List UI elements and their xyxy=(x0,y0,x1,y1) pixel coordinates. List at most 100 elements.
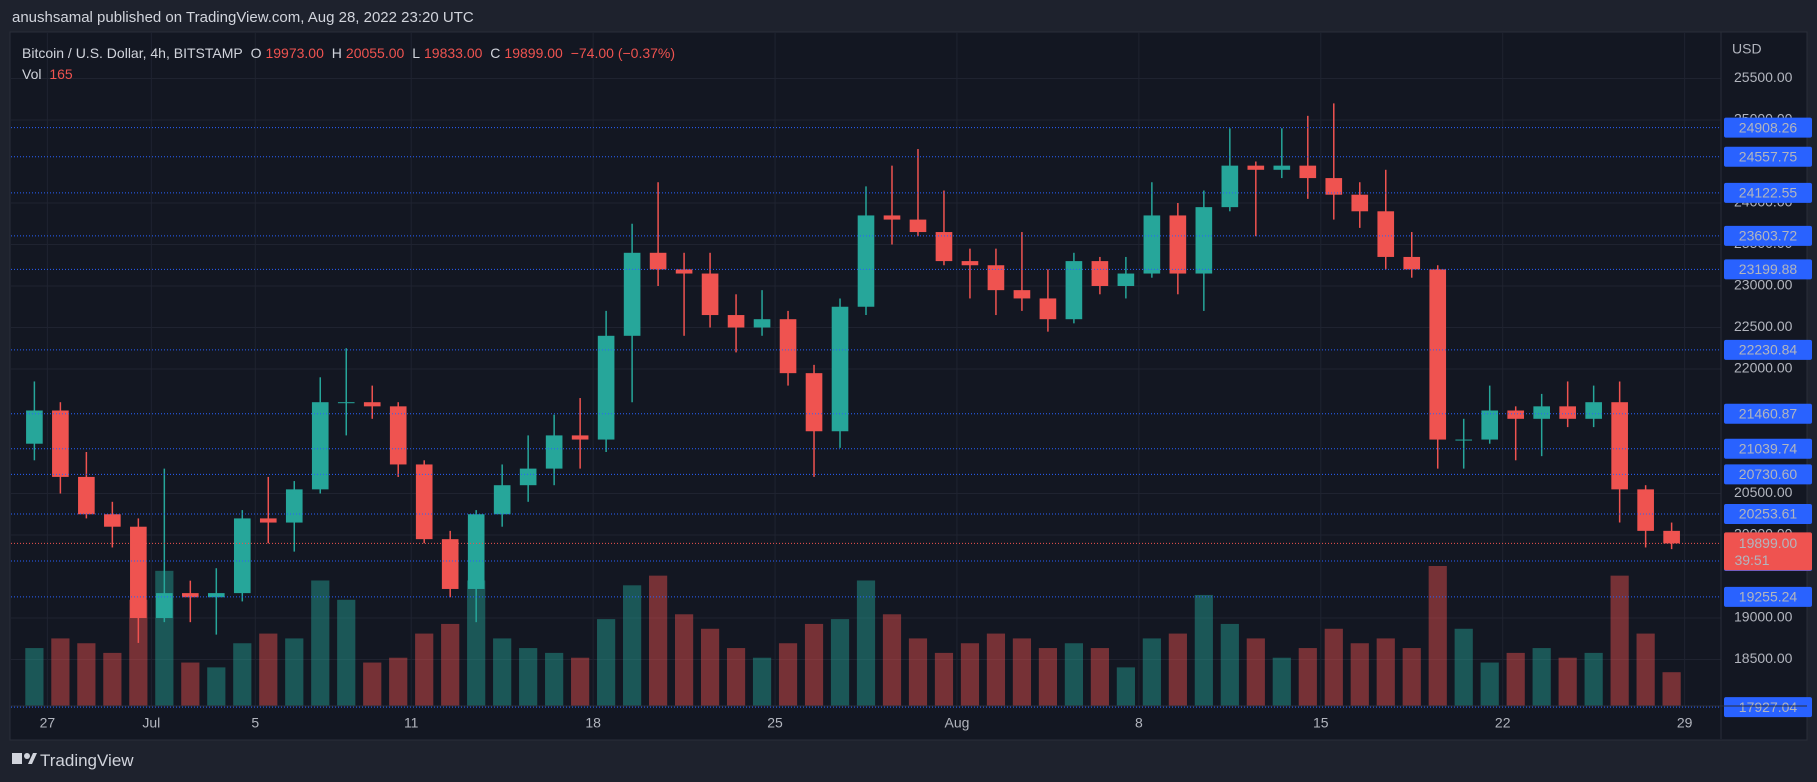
candle-body xyxy=(259,518,277,523)
candle-body xyxy=(857,215,875,307)
candle-body xyxy=(26,410,43,444)
candle-body xyxy=(779,319,797,374)
volume-bar xyxy=(1168,633,1187,706)
volume-bar xyxy=(441,623,460,706)
brand: TradingView xyxy=(40,751,134,770)
volume-bar xyxy=(415,633,434,706)
x-tick-label: 5 xyxy=(251,715,259,731)
candle-body xyxy=(1611,402,1628,490)
volume-bar xyxy=(908,638,928,706)
x-tick-label: Aug xyxy=(944,715,969,731)
volume-bar xyxy=(1246,638,1265,706)
legend: Bitcoin / U.S. Dollar, 4h, BITSTAMP O 199… xyxy=(22,43,679,85)
volume-bar xyxy=(1142,638,1161,706)
level-badge xyxy=(1724,146,1812,167)
ohlc-value: 19973.00 xyxy=(265,45,324,61)
candle-body xyxy=(623,252,641,336)
candle-body xyxy=(753,319,771,328)
candle-body xyxy=(1585,402,1602,419)
volume-bar xyxy=(882,614,902,706)
candle-body xyxy=(805,373,823,432)
candle-body xyxy=(156,593,173,619)
x-tick-label: 27 xyxy=(40,715,56,731)
volume-bar xyxy=(856,580,876,706)
candle-body xyxy=(1039,298,1057,320)
volume-bar xyxy=(545,652,564,706)
volume-bar xyxy=(1480,662,1499,706)
volume-bar xyxy=(233,643,252,706)
chart-bg xyxy=(9,31,1808,741)
y-tick-label: 22500.00 xyxy=(1734,318,1793,334)
legend-row: Vol 165 xyxy=(22,64,679,85)
volume-bar xyxy=(960,643,980,706)
candle-body xyxy=(675,269,693,274)
candle-body xyxy=(1663,530,1680,544)
candle-body xyxy=(961,261,979,266)
x-tick-label: 8 xyxy=(1135,715,1143,731)
candle-body xyxy=(363,402,381,407)
candle-body xyxy=(415,464,433,540)
ohlc-key: L xyxy=(412,45,420,61)
level-badge xyxy=(1724,586,1812,607)
candle-body xyxy=(389,406,407,465)
candle-body xyxy=(649,252,667,270)
candle-body xyxy=(311,402,329,490)
level-label: 24908.26 xyxy=(1739,119,1798,135)
volume-bar xyxy=(1636,633,1655,706)
symbol: Bitcoin / U.S. Dollar, 4h, BITSTAMP xyxy=(22,45,243,61)
volume-bar xyxy=(1662,672,1681,706)
candle-body xyxy=(441,539,459,589)
last-price-badge xyxy=(1724,532,1812,571)
volume-label: Vol xyxy=(22,66,42,82)
y-tick-label: 19000.00 xyxy=(1734,609,1793,625)
volume-bar xyxy=(1532,648,1551,706)
volume-bar xyxy=(1038,648,1058,706)
currency: USD xyxy=(1732,41,1762,57)
candle-body xyxy=(1403,256,1421,270)
volume-bar xyxy=(1012,638,1032,706)
ohlc-value: 20055.00 xyxy=(345,45,405,61)
x-tick-label: 25 xyxy=(767,715,783,731)
level-badge xyxy=(1724,117,1812,138)
volume-bar xyxy=(51,638,70,706)
candle-body xyxy=(1533,406,1550,419)
candle-body xyxy=(1143,215,1161,274)
y-tick-label: 23000.00 xyxy=(1734,277,1793,293)
candle-body xyxy=(493,485,511,515)
volume-bar xyxy=(1610,575,1629,706)
candle-body xyxy=(337,402,355,404)
candle-body xyxy=(1559,406,1576,419)
level-label: 17927.04 xyxy=(1739,699,1798,715)
y-tick-label: 22000.00 xyxy=(1734,360,1793,376)
candle-body xyxy=(1117,273,1135,286)
volume-bar xyxy=(363,662,382,706)
countdown: 39:51 xyxy=(1734,552,1769,568)
volume-bar xyxy=(25,648,44,706)
volume-bar xyxy=(1350,643,1369,706)
ohlc-key: C xyxy=(490,45,501,61)
volume-bar xyxy=(1454,628,1473,706)
level-label: 23603.72 xyxy=(1739,228,1798,244)
level-badge xyxy=(1724,503,1812,524)
last-price-label: 19899.00 xyxy=(1739,535,1798,551)
volume-bar xyxy=(1272,657,1291,706)
volume-bar xyxy=(1064,643,1083,706)
candle-body xyxy=(909,219,927,233)
volume-bar xyxy=(389,657,408,706)
volume-bar xyxy=(649,575,668,706)
candle-body xyxy=(571,435,589,440)
candle-body xyxy=(182,593,199,598)
level-badge xyxy=(1724,697,1812,718)
x-tick-label: 29 xyxy=(1677,715,1693,731)
ohlc-value: 19899.00 xyxy=(504,45,563,61)
ohlc-key: H xyxy=(331,45,342,61)
candle-body xyxy=(1507,410,1525,419)
volume-bar xyxy=(752,657,772,706)
x-tick-label: 22 xyxy=(1495,715,1511,731)
volume-bar xyxy=(804,623,824,706)
level-badge xyxy=(1724,225,1812,246)
volume-bar xyxy=(1376,638,1395,706)
volume-bar xyxy=(623,585,642,706)
candle-body xyxy=(987,265,1005,291)
